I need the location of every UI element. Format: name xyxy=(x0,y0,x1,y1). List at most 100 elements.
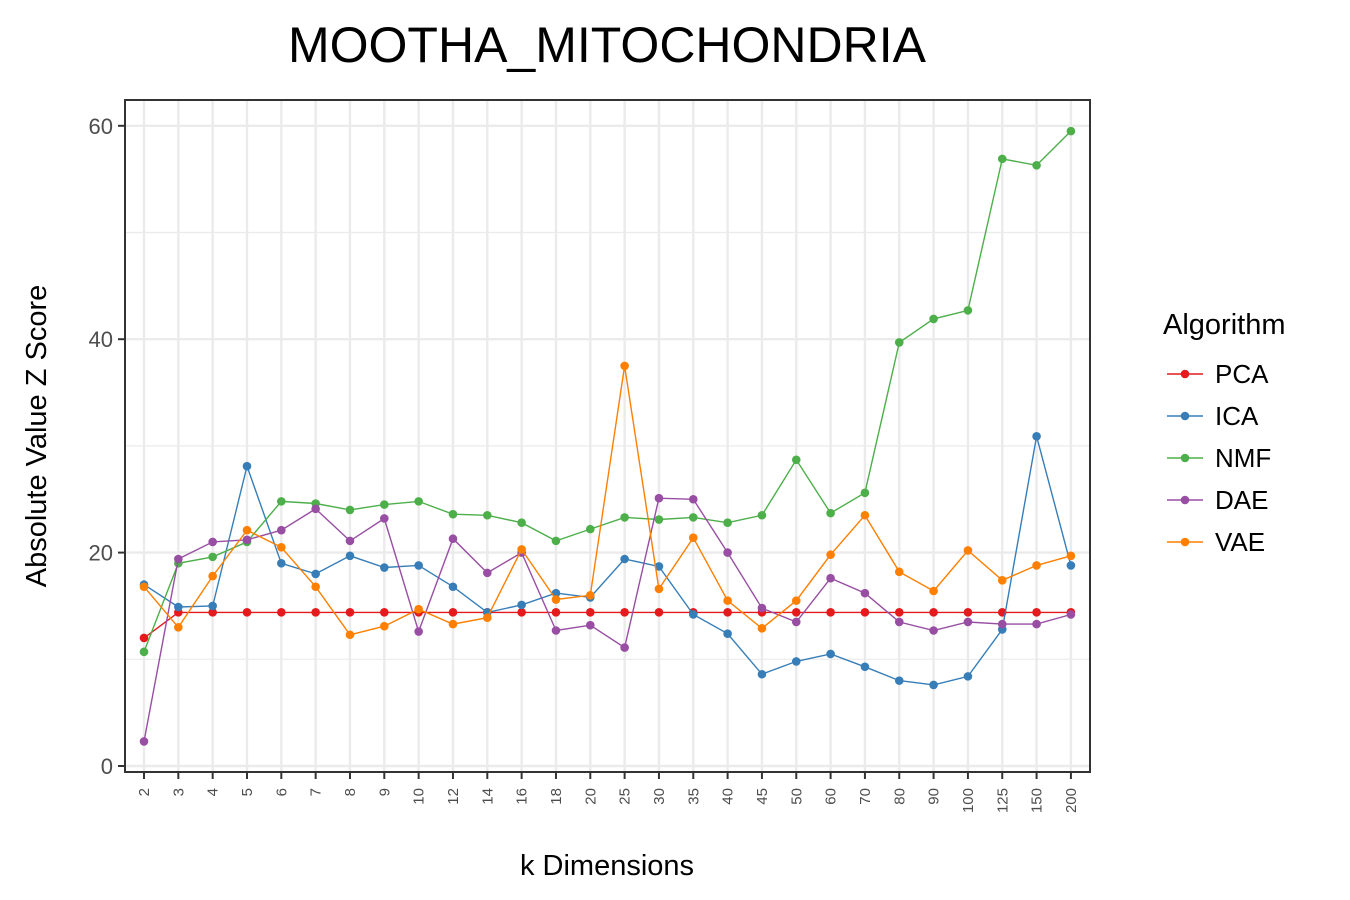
data-point-ica xyxy=(791,657,801,666)
data-point-ica xyxy=(311,569,320,579)
data-point-dae xyxy=(620,643,629,652)
data-point-dae xyxy=(380,514,389,523)
data-point-pca xyxy=(380,608,389,617)
x-tick-label: 35 xyxy=(685,788,702,805)
data-point-ica xyxy=(723,629,732,638)
x-tick-label: 5 xyxy=(239,788,256,796)
data-point-nmf xyxy=(963,306,973,315)
series-line-vae xyxy=(143,365,1072,636)
data-point-dae xyxy=(208,537,217,547)
x-tick-label: 25 xyxy=(617,788,634,805)
data-point-nmf xyxy=(723,518,732,528)
data-point-ica xyxy=(620,554,629,564)
series-line-nmf xyxy=(143,130,1072,653)
data-point-nmf xyxy=(448,509,458,519)
data-point-vae xyxy=(620,361,629,371)
data-point-vae xyxy=(723,596,732,605)
data-point-pca xyxy=(620,608,629,617)
data-point-ica xyxy=(654,562,664,571)
data-point-vae xyxy=(551,595,561,604)
data-point-vae xyxy=(894,567,904,577)
data-point-ica xyxy=(345,551,355,561)
data-point-nmf xyxy=(380,500,389,509)
data-point-ica xyxy=(929,680,938,690)
data-point-dae xyxy=(997,619,1007,629)
x-tick-label: 60 xyxy=(823,788,840,805)
data-point-pca xyxy=(1032,608,1041,617)
data-point-dae xyxy=(345,536,355,546)
x-tick-label: 16 xyxy=(514,788,531,805)
panel-border xyxy=(124,99,1091,773)
x-tick-label: 12 xyxy=(445,788,462,805)
data-point-dae xyxy=(860,588,870,598)
data-point-nmf xyxy=(620,513,629,522)
data-point-nmf xyxy=(860,488,870,498)
data-point-pca xyxy=(242,608,252,617)
data-point-dae xyxy=(894,617,904,627)
legend-key-point-dae xyxy=(1180,495,1190,505)
data-point-nmf xyxy=(1032,160,1041,170)
x-tick-label: 30 xyxy=(651,788,668,805)
data-point-pca xyxy=(448,608,458,617)
data-point-ica xyxy=(242,461,252,471)
data-point-ica xyxy=(380,563,389,572)
data-point-dae xyxy=(1066,610,1076,619)
data-point-dae xyxy=(585,620,595,630)
legend-key-point-vae xyxy=(1180,537,1190,547)
data-point-ica xyxy=(894,676,904,685)
data-point-dae xyxy=(242,535,252,545)
data-point-vae xyxy=(483,613,492,622)
legend-label-pca: PCA xyxy=(1215,359,1269,389)
data-point-vae xyxy=(174,622,183,632)
data-point-vae xyxy=(380,621,389,631)
data-point-pca xyxy=(345,608,355,617)
data-point-vae xyxy=(208,571,217,581)
data-point-vae xyxy=(963,546,973,555)
x-axis-title: k Dimensions xyxy=(520,850,694,882)
data-point-pca xyxy=(139,633,149,643)
x-tick-label: 9 xyxy=(376,788,393,796)
data-point-dae xyxy=(448,534,458,544)
x-tick-label: 3 xyxy=(170,788,187,796)
legend: Algorithm PCA ICA NMF DAE VAE xyxy=(1163,309,1286,557)
legend-label-vae: VAE xyxy=(1215,527,1265,557)
data-point-vae xyxy=(585,590,595,600)
data-point-ica xyxy=(174,602,183,612)
data-point-pca xyxy=(654,608,664,617)
data-point-vae xyxy=(654,584,664,594)
x-tick-label: 50 xyxy=(788,788,805,805)
legend-label-dae: DAE xyxy=(1215,485,1268,515)
data-point-pca xyxy=(894,608,904,617)
data-point-dae xyxy=(139,737,149,746)
data-point-ica xyxy=(1066,561,1076,570)
data-point-nmf xyxy=(414,497,423,506)
legend-key-point-ica xyxy=(1180,411,1190,421)
data-point-ica xyxy=(277,558,286,568)
x-tick-label: 10 xyxy=(411,788,428,805)
data-point-dae xyxy=(963,617,973,627)
data-point-dae xyxy=(311,504,320,514)
data-point-pca xyxy=(551,608,561,617)
x-tick-label: 70 xyxy=(857,788,874,805)
data-point-pca xyxy=(723,608,732,617)
data-point-dae xyxy=(826,573,835,583)
data-point-nmf xyxy=(1066,126,1076,136)
data-point-dae xyxy=(654,493,664,503)
data-point-ica xyxy=(208,601,217,611)
data-point-dae xyxy=(174,554,183,564)
data-point-dae xyxy=(414,627,423,636)
data-point-nmf xyxy=(826,508,835,518)
x-tick-label: 6 xyxy=(273,788,290,796)
data-point-vae xyxy=(414,604,423,614)
data-point-vae xyxy=(826,550,835,560)
chart-title: MOOTHA_MITOCHONDRIA xyxy=(288,17,927,73)
x-tick-label: 200 xyxy=(1063,788,1080,813)
data-point-nmf xyxy=(997,154,1007,164)
data-point-vae xyxy=(929,586,938,596)
data-point-nmf xyxy=(517,518,526,528)
data-point-nmf xyxy=(654,515,664,524)
data-point-vae xyxy=(311,582,320,592)
data-point-dae xyxy=(1032,619,1041,629)
y-tick-label: 60 xyxy=(89,114,113,139)
